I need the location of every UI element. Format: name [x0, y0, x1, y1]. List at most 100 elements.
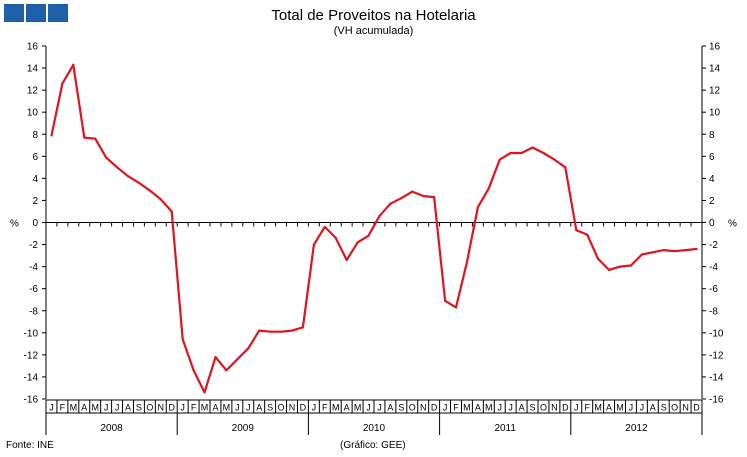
- y-tick-label-left: -12: [24, 350, 39, 361]
- brand-logo-block-1: [4, 4, 24, 22]
- data-point: [203, 391, 206, 394]
- x-tick-label-month: J: [312, 403, 317, 413]
- y-tick-label-left: 12: [27, 86, 39, 97]
- data-point: [94, 137, 97, 140]
- x-tick-label-month: J: [104, 403, 109, 413]
- x-tick-label-year: 2008: [100, 423, 123, 434]
- data-point: [443, 299, 447, 302]
- x-tick-label-month: A: [650, 403, 656, 413]
- x-tick-label-month: D: [300, 403, 307, 413]
- x-tick-label-month: F: [584, 403, 590, 413]
- x-tick-label-month: M: [332, 403, 340, 413]
- x-tick-label-month: M: [463, 403, 471, 413]
- x-tick-label-month: S: [136, 403, 142, 413]
- x-tick-label-month: O: [409, 403, 416, 413]
- data-point: [618, 265, 622, 268]
- x-tick-label-month: S: [530, 403, 536, 413]
- data-point: [170, 210, 173, 213]
- data-point: [454, 306, 458, 309]
- data-point: [83, 136, 86, 139]
- x-tick-label-month: J: [235, 403, 240, 413]
- y-tick-label-right: 4: [709, 174, 715, 185]
- x-tick-label-month: D: [693, 403, 700, 413]
- data-point: [389, 202, 392, 205]
- x-tick-label-month: O: [146, 403, 153, 413]
- x-tick-label-month: F: [60, 403, 66, 413]
- x-tick-label-month: J: [640, 403, 645, 413]
- x-tick-label-month: S: [661, 403, 667, 413]
- data-point: [214, 355, 217, 359]
- x-tick-label-month: J: [115, 403, 120, 413]
- data-point: [181, 338, 184, 341]
- x-tick-label-month: S: [398, 403, 404, 413]
- x-tick-label-month: J: [497, 403, 502, 413]
- y-tick-label-left: 0: [32, 218, 38, 229]
- data-point: [345, 258, 348, 262]
- data-point: [673, 250, 676, 253]
- y-tick-label-right: -10: [709, 328, 724, 339]
- x-tick-label-month: A: [519, 403, 525, 413]
- y-tick-label-right: -16: [709, 395, 724, 406]
- x-tick-label-month: A: [256, 403, 262, 413]
- x-tick-label-month: D: [168, 403, 175, 413]
- x-tick-label-month: J: [246, 403, 251, 413]
- y-tick-label-left: -16: [24, 395, 39, 406]
- chart-subtitle: (VH acumulada): [333, 25, 414, 37]
- x-tick-label-month: S: [267, 403, 273, 413]
- x-tick-label-month: D: [431, 403, 438, 413]
- chart-title: Total de Proveitos na Hotelaria: [271, 7, 476, 24]
- x-tick-label-month: O: [540, 403, 547, 413]
- y-tick-label-left: 4: [32, 174, 38, 185]
- x-tick-label-month: J: [180, 403, 185, 413]
- x-tick-label-month: M: [354, 403, 362, 413]
- y-tick-label-right: 12: [709, 86, 721, 97]
- x-tick-label-month: M: [616, 403, 624, 413]
- x-tick-label-month: N: [551, 403, 558, 413]
- data-point: [411, 190, 414, 193]
- data-point: [684, 248, 687, 252]
- data-point: [105, 156, 108, 159]
- data-point: [433, 196, 436, 199]
- data-point: [575, 229, 578, 232]
- y-tick-label-right: 10: [709, 108, 721, 119]
- x-tick-label-month: A: [387, 403, 393, 413]
- x-tick-label-month: A: [81, 403, 87, 413]
- y-tick-label-left: -4: [29, 262, 38, 273]
- data-point: [148, 189, 151, 192]
- brand-logo-block-3: [48, 4, 68, 22]
- data-point: [225, 369, 228, 372]
- y-tick-label-right: -6: [709, 284, 718, 295]
- y-tick-label-right: 6: [709, 152, 715, 163]
- data-point: [367, 234, 370, 237]
- data-point: [640, 253, 643, 256]
- x-tick-label-month: M: [485, 403, 493, 413]
- data-point: [509, 151, 512, 155]
- x-tick-label-month: A: [125, 403, 131, 413]
- x-tick-label-month: J: [377, 403, 382, 413]
- data-point: [597, 257, 600, 261]
- data-point: [422, 194, 425, 198]
- data-point: [607, 268, 611, 272]
- data-point: [279, 330, 283, 333]
- data-point: [553, 158, 556, 161]
- y-tick-label-left: -2: [29, 240, 38, 251]
- x-tick-label-month: J: [49, 403, 54, 413]
- x-tick-label-month: N: [682, 403, 689, 413]
- data-point: [72, 63, 75, 66]
- x-tick-label-month: N: [289, 403, 296, 413]
- data-point: [269, 330, 272, 333]
- data-point: [476, 205, 479, 209]
- data-point: [695, 247, 698, 251]
- x-tick-label-month: M: [70, 403, 78, 413]
- brand-logo-block-2: [26, 4, 46, 22]
- y-tick-label-right: 14: [709, 64, 721, 75]
- y-axis-unit-left: %: [10, 219, 19, 230]
- x-tick-label-month: A: [606, 403, 612, 413]
- y-tick-label-left: 2: [32, 196, 38, 207]
- y-tick-label-left: -8: [29, 306, 38, 317]
- y-tick-label-left: 8: [32, 130, 38, 141]
- data-point: [465, 261, 469, 264]
- data-point: [356, 241, 359, 244]
- x-tick-label-month: D: [562, 403, 569, 413]
